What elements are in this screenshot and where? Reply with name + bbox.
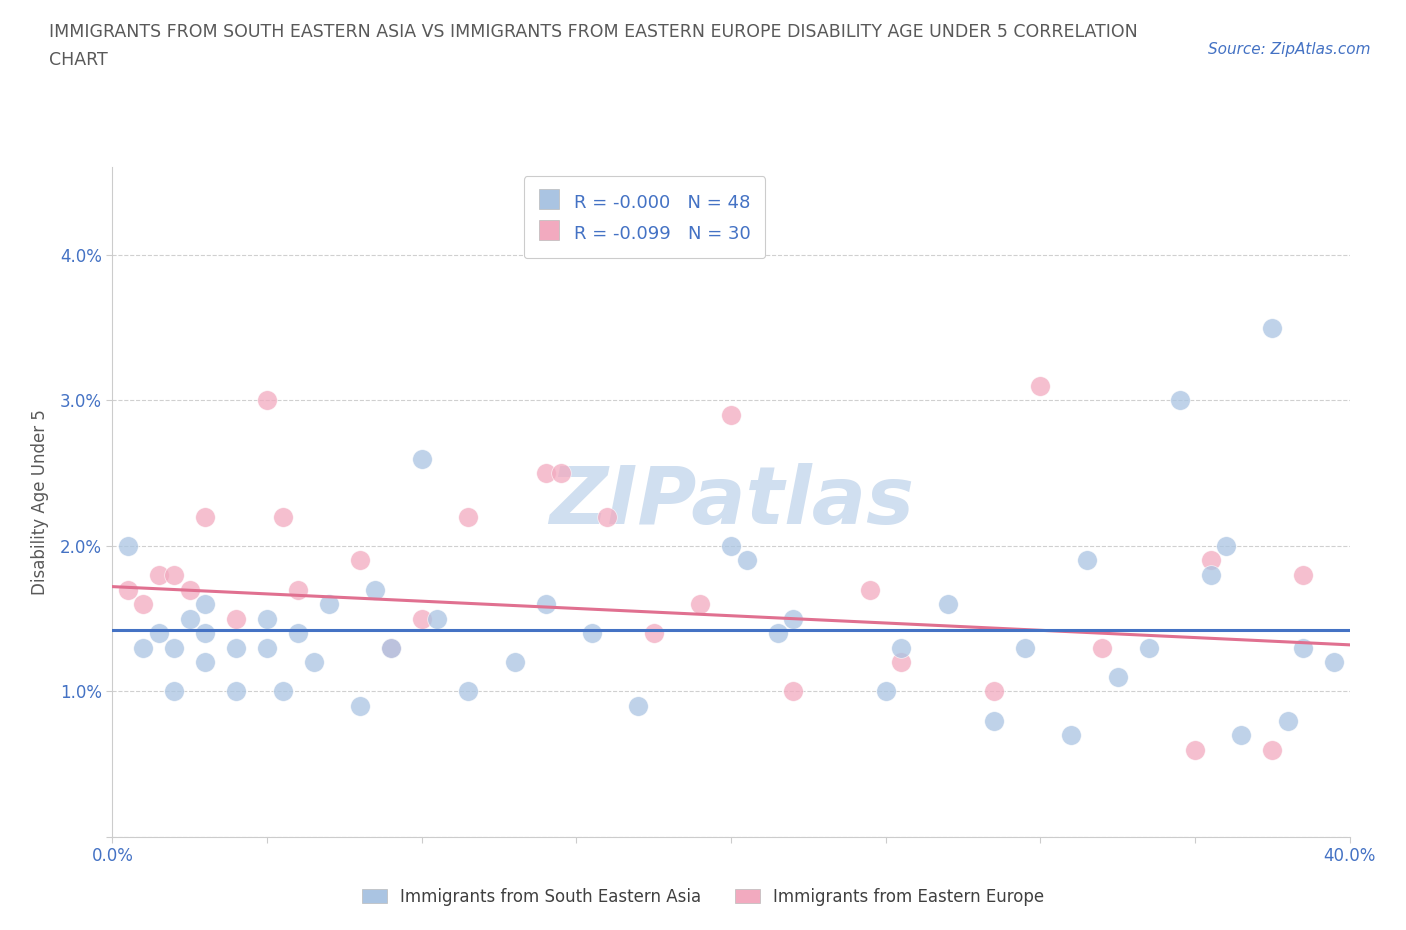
Point [318,597,340,612]
Point [534,466,557,481]
Point [349,698,371,713]
Text: CHART: CHART [49,51,108,69]
Y-axis label: Disability Age Under 5: Disability Age Under 5 [31,409,49,595]
Point [225,684,247,698]
Point [1137,641,1160,656]
Point [179,611,201,626]
Point [1029,379,1052,393]
Point [1091,641,1114,656]
Point [132,597,155,612]
Point [1199,553,1222,568]
Point [875,684,897,698]
Point [302,655,325,670]
Point [411,451,433,466]
Point [534,597,557,612]
Point [720,407,742,422]
Point [225,641,247,656]
Point [287,626,309,641]
Point [194,597,217,612]
Point [364,582,387,597]
Point [287,582,309,597]
Point [194,626,217,641]
Point [643,626,665,641]
Point [380,641,402,656]
Point [782,611,804,626]
Point [148,567,170,582]
Point [1184,742,1206,757]
Point [890,655,912,670]
Point [596,510,619,525]
Legend: Immigrants from South Eastern Asia, Immigrants from Eastern Europe: Immigrants from South Eastern Asia, Immi… [356,881,1050,912]
Point [117,582,139,597]
Point [179,582,201,597]
Point [225,611,247,626]
Point [256,611,278,626]
Point [581,626,603,641]
Point [1215,538,1237,553]
Point [1323,655,1346,670]
Point [1060,727,1083,742]
Point [766,626,789,641]
Point [936,597,959,612]
Point [457,510,479,525]
Point [1014,641,1036,656]
Point [1230,727,1253,742]
Point [890,641,912,656]
Point [457,684,479,698]
Point [271,510,294,525]
Point [256,641,278,656]
Point [194,655,217,670]
Point [426,611,449,626]
Legend: R = -0.000   N = 48, R = -0.099   N = 30: R = -0.000 N = 48, R = -0.099 N = 30 [523,177,765,259]
Point [983,713,1005,728]
Point [1292,567,1315,582]
Point [271,684,294,698]
Point [689,597,711,612]
Point [1107,670,1129,684]
Text: Source: ZipAtlas.com: Source: ZipAtlas.com [1208,42,1371,57]
Point [720,538,742,553]
Point [735,553,758,568]
Point [1199,567,1222,582]
Point [1277,713,1299,728]
Point [1076,553,1098,568]
Point [1261,320,1284,335]
Text: IMMIGRANTS FROM SOUTH EASTERN ASIA VS IMMIGRANTS FROM EASTERN EUROPE DISABILITY : IMMIGRANTS FROM SOUTH EASTERN ASIA VS IM… [49,23,1137,41]
Point [380,641,402,656]
Point [983,684,1005,698]
Point [1168,392,1191,407]
Point [503,655,526,670]
Point [256,392,278,407]
Point [349,553,371,568]
Point [627,698,650,713]
Text: ZIPatlas: ZIPatlas [548,463,914,541]
Point [117,538,139,553]
Point [1292,641,1315,656]
Point [163,684,186,698]
Point [1261,742,1284,757]
Point [194,510,217,525]
Point [411,611,433,626]
Point [859,582,882,597]
Point [132,641,155,656]
Point [163,641,186,656]
Point [163,567,186,582]
Point [782,684,804,698]
Point [148,626,170,641]
Point [550,466,572,481]
